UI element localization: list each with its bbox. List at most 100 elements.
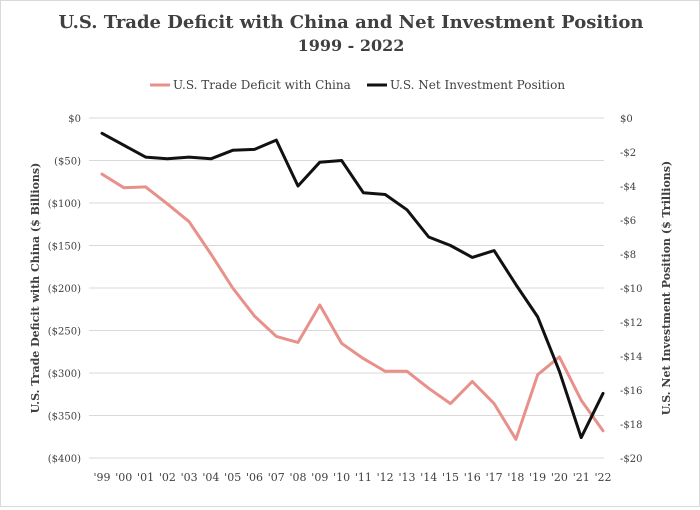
- data-point-net-investment: [558, 370, 561, 373]
- right-tick-label: -$2: [620, 148, 636, 159]
- data-point-net-investment: [101, 132, 104, 135]
- series-layer: [100, 131, 605, 441]
- series-line-net-investment: [100, 131, 605, 440]
- data-point-net-investment: [471, 256, 474, 259]
- data-point-net-investment: [144, 156, 147, 159]
- data-point-trade-deficit: [471, 380, 474, 383]
- x-tick-label: '15: [442, 471, 459, 484]
- data-point-trade-deficit: [231, 287, 234, 290]
- left-axis-label: U.S. Trade Deficit with China ($ Billion…: [29, 163, 42, 414]
- left-tick-label: ($200): [48, 284, 81, 295]
- data-point-trade-deficit: [558, 355, 561, 358]
- data-point-net-investment: [231, 149, 234, 152]
- data-point-trade-deficit: [449, 402, 452, 405]
- chart-subtitle: 1999 - 2022: [298, 36, 405, 55]
- data-point-net-investment: [253, 148, 256, 151]
- data-point-net-investment: [493, 249, 496, 252]
- right-tick-label: -$8: [620, 250, 636, 261]
- data-point-net-investment: [340, 159, 343, 162]
- x-tick-label: '16: [464, 471, 481, 484]
- data-point-trade-deficit: [318, 304, 321, 307]
- x-tick-label: '10: [333, 471, 350, 484]
- x-tick-label: '21: [573, 471, 590, 484]
- data-point-net-investment: [275, 139, 278, 142]
- data-point-trade-deficit: [340, 342, 343, 345]
- data-point-trade-deficit: [362, 357, 365, 360]
- right-tick-label: -$12: [620, 318, 642, 329]
- data-point-net-investment: [297, 185, 300, 188]
- x-tick-label: '09: [311, 471, 328, 484]
- data-point-trade-deficit: [602, 429, 605, 432]
- right-tick-label: $0: [620, 114, 633, 125]
- data-point-net-investment: [166, 157, 169, 160]
- data-point-trade-deficit: [384, 370, 387, 373]
- right-tick-label: -$6: [620, 216, 636, 227]
- left-tick-label: ($400): [48, 454, 81, 465]
- x-tick-label: '12: [377, 471, 394, 484]
- x-tick-label: '14: [420, 471, 437, 484]
- right-tick-label: -$4: [620, 182, 636, 193]
- data-point-net-investment: [122, 144, 125, 147]
- data-point-trade-deficit: [101, 173, 104, 176]
- right-tick-label: -$10: [620, 284, 642, 295]
- left-axis-ticks: $0 ($50) ($100) ($150) ($200) ($250) ($300) ($3…: [48, 114, 81, 465]
- data-point-net-investment: [536, 315, 539, 318]
- data-point-trade-deficit: [253, 315, 256, 318]
- data-point-net-investment: [209, 157, 212, 160]
- data-point-net-investment: [580, 436, 583, 439]
- x-tick-label: '03: [181, 471, 198, 484]
- data-point-net-investment: [384, 193, 387, 196]
- data-point-trade-deficit: [493, 402, 496, 405]
- x-tick-label: '11: [355, 471, 372, 484]
- chart-title: U.S. Trade Deficit with China and Net In…: [59, 12, 644, 33]
- data-point-net-investment: [449, 244, 452, 247]
- x-tick-label: '17: [486, 471, 503, 484]
- series-line-trade-deficit: [100, 172, 605, 441]
- gridlines: [89, 117, 604, 459]
- legend: U.S. Trade Deficit with China U.S. Net I…: [150, 78, 565, 92]
- data-point-trade-deficit: [166, 202, 169, 205]
- data-point-trade-deficit: [122, 186, 125, 189]
- left-tick-label: $0: [68, 114, 81, 125]
- x-tick-label: '18: [507, 471, 524, 484]
- right-tick-label: -$20: [620, 454, 642, 465]
- data-point-trade-deficit: [536, 373, 539, 376]
- data-point-trade-deficit: [144, 185, 147, 188]
- left-tick-label: ($250): [48, 327, 81, 338]
- data-point-trade-deficit: [188, 220, 191, 223]
- x-tick-label: '99: [93, 471, 110, 484]
- data-point-trade-deficit: [406, 370, 409, 373]
- x-tick-label: '04: [202, 471, 219, 484]
- left-tick-label: ($350): [48, 412, 81, 423]
- data-point-net-investment: [362, 191, 365, 194]
- data-point-trade-deficit: [209, 253, 212, 256]
- data-point-net-investment: [406, 208, 409, 211]
- x-tick-label: '13: [398, 471, 415, 484]
- left-tick-label: ($50): [54, 157, 81, 168]
- right-axis-label: U.S. Net Investment Position ($ Trillion…: [660, 161, 673, 415]
- data-point-net-investment: [188, 156, 191, 159]
- left-tick-label: ($100): [48, 199, 81, 210]
- x-tick-label: '08: [290, 471, 307, 484]
- x-tick-label: '05: [224, 471, 241, 484]
- data-point-net-investment: [427, 236, 430, 239]
- legend-label-net-investment: U.S. Net Investment Position: [390, 78, 565, 92]
- data-point-trade-deficit: [297, 341, 300, 344]
- x-tick-label: '02: [159, 471, 176, 484]
- left-tick-label: ($150): [48, 242, 81, 253]
- x-tick-label: '07: [268, 471, 285, 484]
- left-tick-label: ($300): [48, 369, 81, 380]
- x-tick-label: '22: [594, 471, 611, 484]
- data-point-trade-deficit: [580, 399, 583, 402]
- data-point-net-investment: [602, 392, 605, 395]
- data-point-trade-deficit: [275, 335, 278, 338]
- x-tick-label: '06: [246, 471, 263, 484]
- data-point-net-investment: [318, 161, 321, 164]
- x-tick-label: '01: [137, 471, 154, 484]
- x-tick-label: '20: [551, 471, 568, 484]
- right-tick-label: -$18: [620, 420, 642, 431]
- right-tick-label: -$14: [620, 352, 642, 363]
- legend-label-trade-deficit: U.S. Trade Deficit with China: [173, 78, 351, 92]
